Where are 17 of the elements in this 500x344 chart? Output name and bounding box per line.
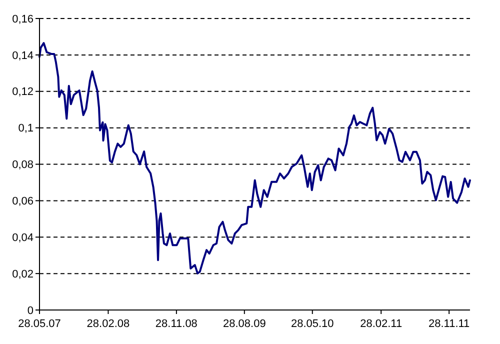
- x-tick-label: 28.11.11: [428, 318, 470, 330]
- x-tick-label: 28.05.07: [18, 318, 61, 330]
- y-tick-label: 0,06: [12, 196, 34, 208]
- x-tick-label: 28.02.08: [86, 318, 130, 330]
- y-tick-label: 0,1: [18, 122, 34, 135]
- y-tick-label: 0,04: [12, 232, 34, 244]
- y-tick-label: 0,02: [12, 268, 34, 280]
- y-tick-label: 0: [27, 304, 34, 317]
- x-tick-label: 28.08.09: [223, 318, 266, 330]
- y-tick-label: 0,16: [12, 13, 34, 26]
- y-tick-label: 0,08: [12, 159, 34, 172]
- x-tick-label: 28.02.11: [360, 318, 402, 330]
- x-tick-label: 28.11.08: [155, 318, 198, 330]
- x-tick-label: 28.05.10: [290, 318, 334, 330]
- line-series: [38, 42, 471, 274]
- y-tick-label: 0,14: [12, 50, 34, 62]
- y-tick-label: 0,12: [12, 86, 34, 98]
